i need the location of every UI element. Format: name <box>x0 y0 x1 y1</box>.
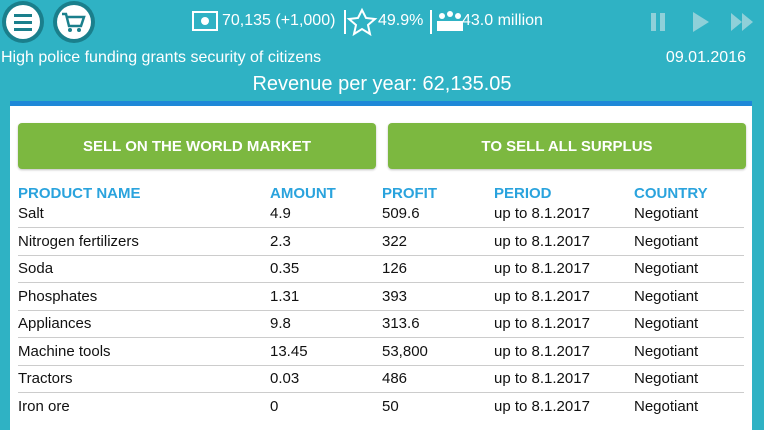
money: 70,135 (+1,000) <box>222 12 336 29</box>
country: Negotiant <box>634 260 699 277</box>
product-name: Nitrogen fertilizers <box>18 232 139 250</box>
period: up to 8.1.2017 <box>494 287 590 305</box>
sell-surplus-button[interactable]: TO SELL ALL SURPLUS <box>388 123 746 169</box>
sell-world-button[interactable]: SELL ON THE WORLD MARKET <box>18 123 376 169</box>
row-separator <box>18 392 744 393</box>
product-name: Machine tools <box>18 342 111 360</box>
product-name: Iron ore <box>18 397 70 415</box>
rating: 49.9% <box>378 12 424 29</box>
period: up to 8.1.2017 <box>494 315 590 332</box>
row-separator <box>18 364 744 366</box>
amount: 9.8 <box>270 315 291 332</box>
profit: 313.6 <box>382 315 420 332</box>
period: up to 8.1.2017 <box>494 260 590 277</box>
row-separator <box>18 254 744 256</box>
country: Negotiant <box>634 232 699 250</box>
country: Negotiant <box>634 397 699 415</box>
population: 43.0 million <box>462 12 543 29</box>
period: up to 8.1.2017 <box>494 397 590 415</box>
country: Negotiant <box>634 342 699 360</box>
country: Negotiant <box>634 205 699 222</box>
country: Negotiant <box>634 315 699 332</box>
country: Negotiant <box>634 287 699 305</box>
amount: 1.31 <box>270 287 300 305</box>
period: up to 8.1.2017 <box>494 205 590 222</box>
row-separator <box>18 227 744 228</box>
country: Negotiant <box>634 370 699 387</box>
top-icons <box>2 1 753 43</box>
column-header: PERIOD <box>494 185 552 202</box>
shop-button[interactable] <box>53 1 95 43</box>
amount: 2.3 <box>270 232 291 250</box>
amount: 4.9 <box>270 205 291 222</box>
menu-button[interactable] <box>2 1 44 43</box>
profit: 50 <box>382 397 399 415</box>
column-header: AMOUNT <box>270 185 336 202</box>
profit: 126 <box>382 260 408 277</box>
column-header: COUNTRY <box>634 185 708 202</box>
speed-controls[interactable] <box>651 12 753 32</box>
row-separator <box>18 309 744 311</box>
population-icon <box>437 11 463 31</box>
profit: 393 <box>382 287 408 305</box>
date: 09.01.2016 <box>665 49 746 66</box>
divider <box>344 10 346 34</box>
profit: 322 <box>382 232 408 250</box>
profit: 509.6 <box>382 205 420 222</box>
profit: 53,800 <box>382 342 428 360</box>
divider <box>430 10 432 34</box>
period: up to 8.1.2017 <box>494 370 590 387</box>
rating-icon <box>346 7 378 37</box>
product-name: Soda <box>18 260 54 277</box>
panel: SELL ON THE WORLD MARKET TO SELL ALL SUR… <box>10 101 752 430</box>
row-separator <box>18 337 744 338</box>
amount: 13.45 <box>270 342 308 360</box>
profit: 486 <box>382 370 408 387</box>
period: up to 8.1.2017 <box>494 232 590 250</box>
product-name: Appliances <box>18 315 92 332</box>
product-name: Phosphates <box>18 287 98 305</box>
product-name: Tractors <box>18 370 73 387</box>
row-separator <box>18 282 744 283</box>
revenue: Revenue per year: 62,135.05 <box>252 73 512 95</box>
money-icon <box>192 11 218 31</box>
message: High police funding grants security of c… <box>1 49 322 66</box>
period: up to 8.1.2017 <box>494 342 590 360</box>
amount: 0.03 <box>270 370 300 387</box>
column-header: PRODUCT NAME <box>18 185 141 202</box>
product-name: Salt <box>18 205 44 222</box>
amount: 0 <box>270 397 279 415</box>
column-header: PROFIT <box>382 185 437 202</box>
amount: 0.35 <box>270 260 300 277</box>
